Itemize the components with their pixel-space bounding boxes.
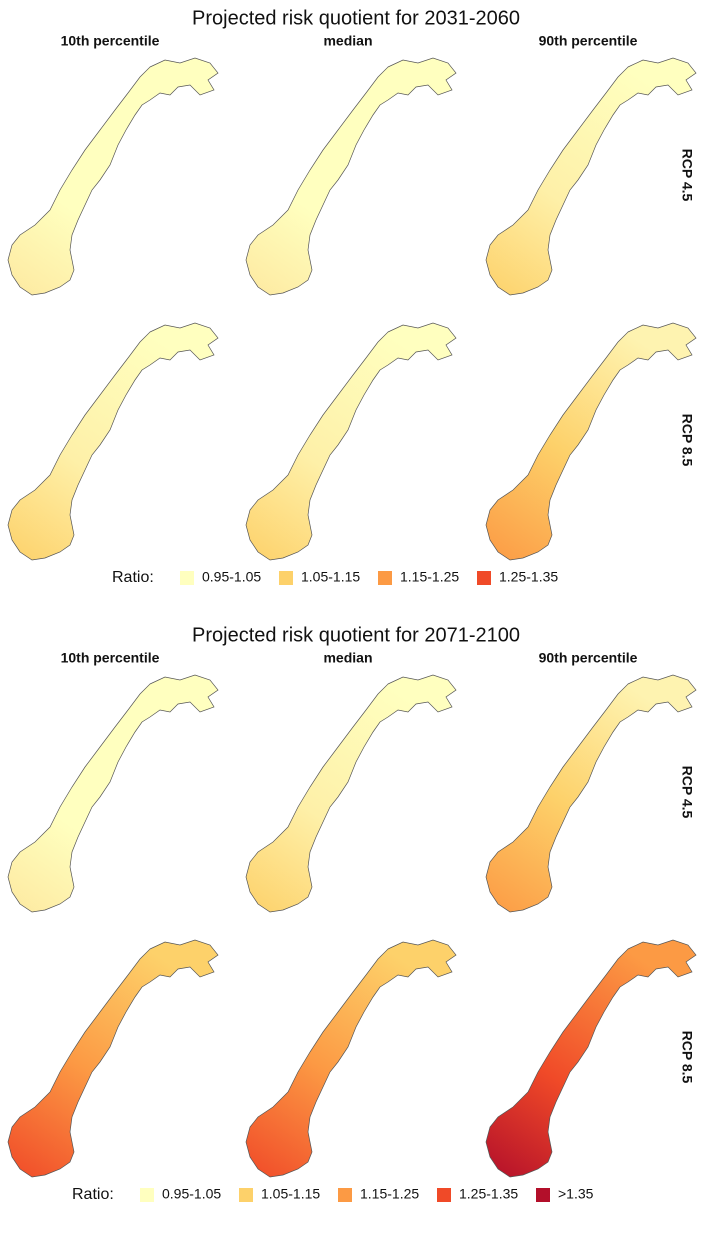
map-panel [7,57,219,296]
legend-label: 1.05-1.15 [301,569,360,585]
legend-label: 0.95-1.05 [202,569,261,585]
legend-label: 0.95-1.05 [162,1186,221,1202]
column-label: 10th percentile [61,650,160,666]
map-panel [245,57,457,296]
legend-swatch [140,1188,154,1202]
legend-label: 1.15-1.25 [360,1186,419,1202]
legend-label: 1.25-1.35 [459,1186,518,1202]
figure-title: Projected risk quotient for 2071-2100 [192,624,520,646]
row-label: RCP 8.5 [679,414,695,467]
map-panel [485,322,697,561]
map-panel [485,939,697,1178]
column-label: 90th percentile [539,650,638,666]
map-panel [485,57,697,296]
row-label: RCP 4.5 [679,149,695,202]
map-panel [245,322,457,561]
legend-swatch [239,1188,253,1202]
map-panel [7,322,219,561]
legend-swatch [477,571,491,585]
map-panel [485,674,697,913]
legend-swatch [279,571,293,585]
legend-title: Ratio: [72,1186,114,1203]
column-label: 10th percentile [61,33,160,49]
column-label: median [323,650,372,666]
row-label: RCP 8.5 [679,1031,695,1084]
map-panel [7,939,219,1178]
legend-label: 1.05-1.15 [261,1186,320,1202]
legend-label: >1.35 [558,1186,594,1202]
map-panel [245,939,457,1178]
legend-label: 1.15-1.25 [400,569,459,585]
legend-swatch [437,1188,451,1202]
legend-swatch [378,571,392,585]
map-panel [7,674,219,913]
column-label: 90th percentile [539,33,638,49]
column-label: median [323,33,372,49]
legend-swatch [536,1188,550,1202]
map-panel [245,674,457,913]
legend-swatch [338,1188,352,1202]
legend-label: 1.25-1.35 [499,569,558,585]
legend-title: Ratio: [112,569,154,586]
row-label: RCP 4.5 [679,766,695,819]
legend-swatch [180,571,194,585]
figure-title: Projected risk quotient for 2031-2060 [192,7,520,29]
